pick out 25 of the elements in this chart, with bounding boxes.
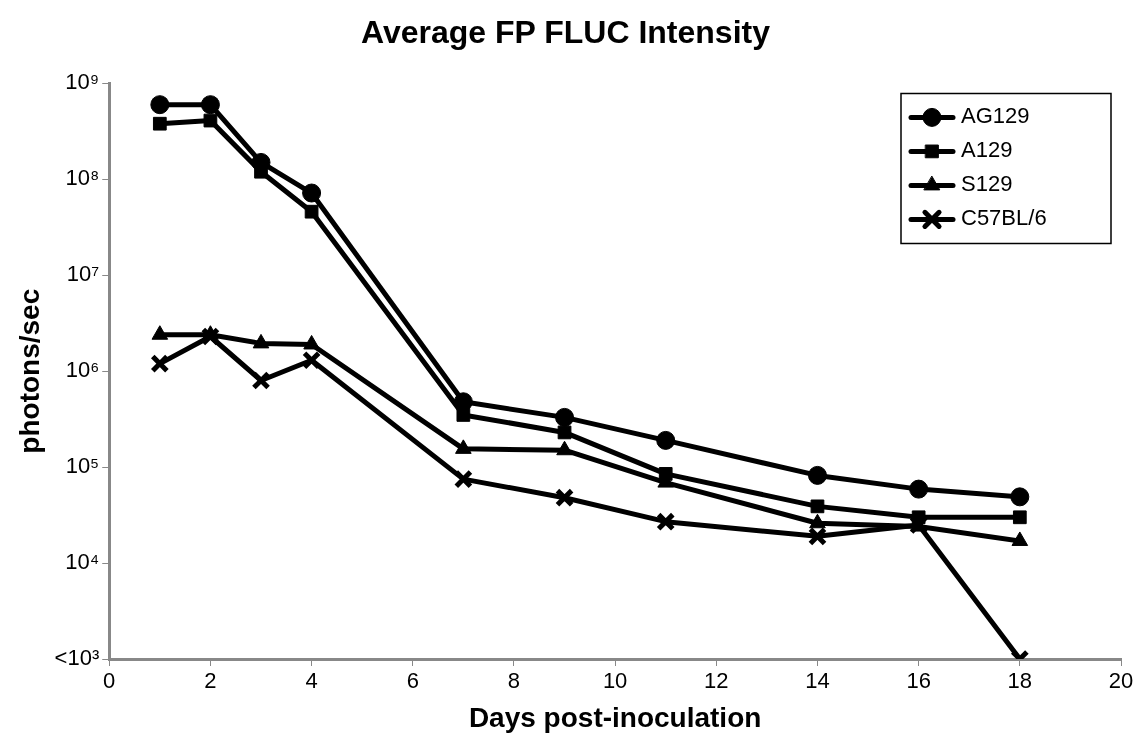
- x-tick-label: 12: [704, 668, 729, 694]
- y-tick-label: 10⁶: [65, 357, 100, 383]
- chart-title: Average FP FLUC Intensity: [361, 14, 771, 51]
- x-tick-label: 8: [507, 668, 521, 694]
- x-tick-label: 18: [1007, 668, 1033, 694]
- legend-label: C57BL/6: [961, 205, 1047, 231]
- x-tick-label: 6: [406, 668, 419, 694]
- y-tick-label: 10⁸: [65, 165, 100, 191]
- x-tick-label: 4: [305, 668, 318, 694]
- x-tick-label: 16: [906, 668, 931, 694]
- y-axis-title: photons/sec: [13, 288, 45, 454]
- x-axis-title: Days post-inoculation: [468, 701, 762, 733]
- y-tick-label: 10⁴: [65, 549, 100, 575]
- legend-label: S129: [961, 171, 1013, 197]
- x-tick-label: 2: [204, 668, 217, 694]
- y-tick-label: 10⁵: [65, 453, 100, 479]
- x-tick-label: 10: [602, 668, 628, 694]
- y-tick-label: 10⁷: [66, 261, 100, 287]
- legend-label: A129: [961, 137, 1013, 163]
- x-tick-label: 0: [103, 668, 116, 694]
- y-tick-label: <10³: [54, 645, 100, 671]
- legend-label: AG129: [961, 103, 1030, 129]
- y-tick-label: 10⁹: [65, 69, 100, 95]
- x-tick-label: 20: [1108, 668, 1134, 694]
- x-tick-label: 14: [805, 668, 830, 694]
